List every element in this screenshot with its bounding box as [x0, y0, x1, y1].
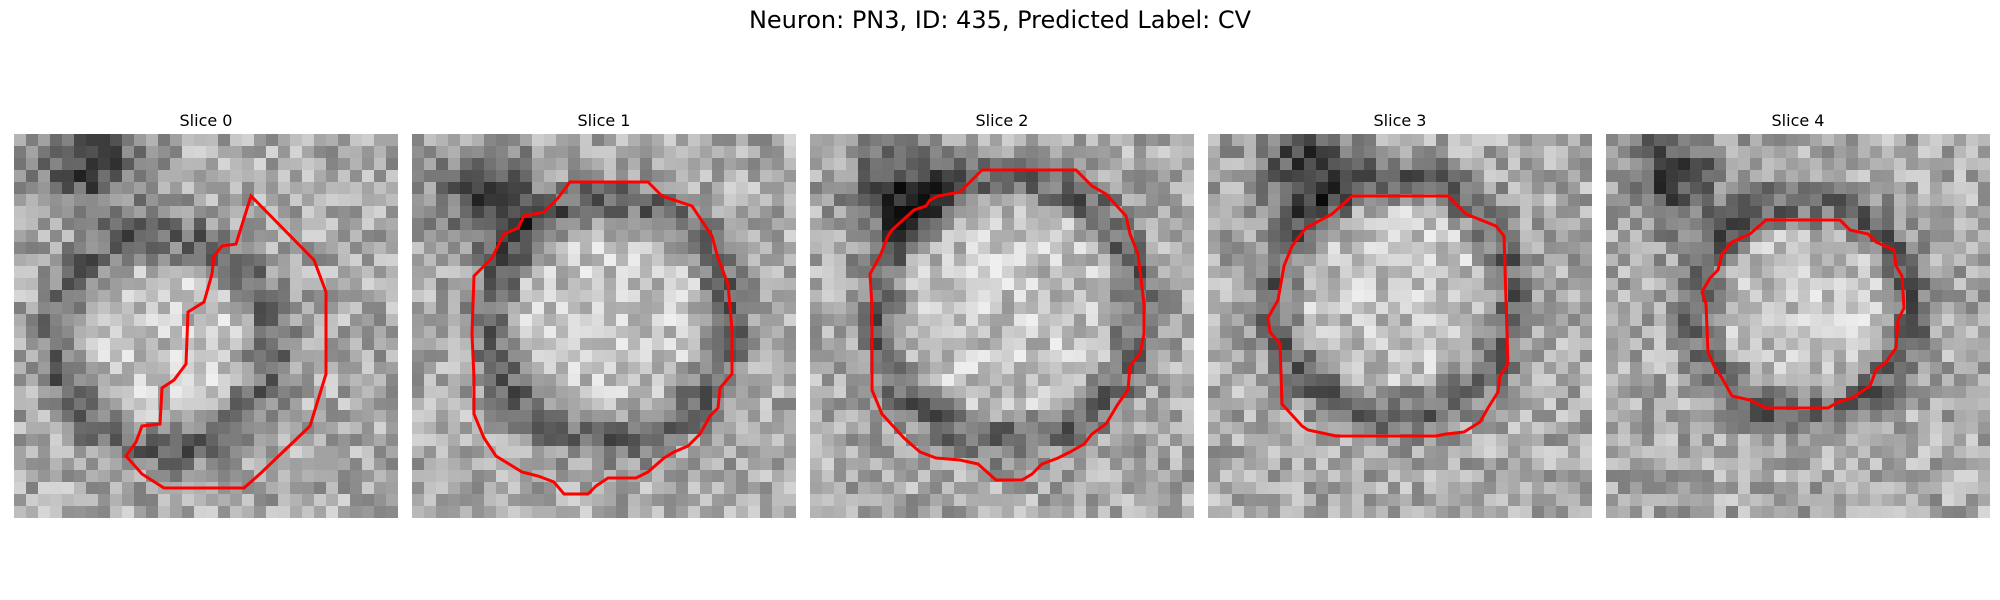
figure-title: Neuron: PN3, ID: 435, Predicted Label: C…: [748, 6, 1252, 34]
slice-image-0: [14, 134, 398, 518]
slice-panel-2: Slice 2: [810, 110, 1194, 518]
cell-contour-4: [1700, 218, 1906, 410]
slice-title-2: Slice 2: [975, 111, 1029, 130]
grayscale-patch-2: [810, 134, 1194, 518]
slice-title-0: Slice 0: [179, 111, 233, 130]
slice-title-4: Slice 4: [1771, 111, 1825, 130]
slice-title-1: Slice 1: [577, 111, 631, 130]
cell-contour-2: [868, 168, 1146, 482]
cell-contour-3: [1266, 194, 1510, 438]
grayscale-patch-4: [1606, 134, 1990, 518]
slice-panel-0: Slice 0: [14, 110, 398, 518]
grayscale-patch-1: [412, 134, 796, 518]
slice-image-1: [412, 134, 796, 518]
slice-image-4: [1606, 134, 1990, 518]
cell-contour-0: [124, 193, 328, 490]
grayscale-patch-3: [1208, 134, 1592, 518]
cell-contour-1: [470, 180, 734, 496]
slice-panel-4: Slice 4: [1606, 110, 1990, 518]
slice-panel-1: Slice 1: [412, 110, 796, 518]
slice-title-3: Slice 3: [1373, 111, 1427, 130]
grayscale-patch-0: [14, 134, 398, 518]
slice-image-2: [810, 134, 1194, 518]
slice-panel-3: Slice 3: [1208, 110, 1592, 518]
slice-image-3: [1208, 134, 1592, 518]
